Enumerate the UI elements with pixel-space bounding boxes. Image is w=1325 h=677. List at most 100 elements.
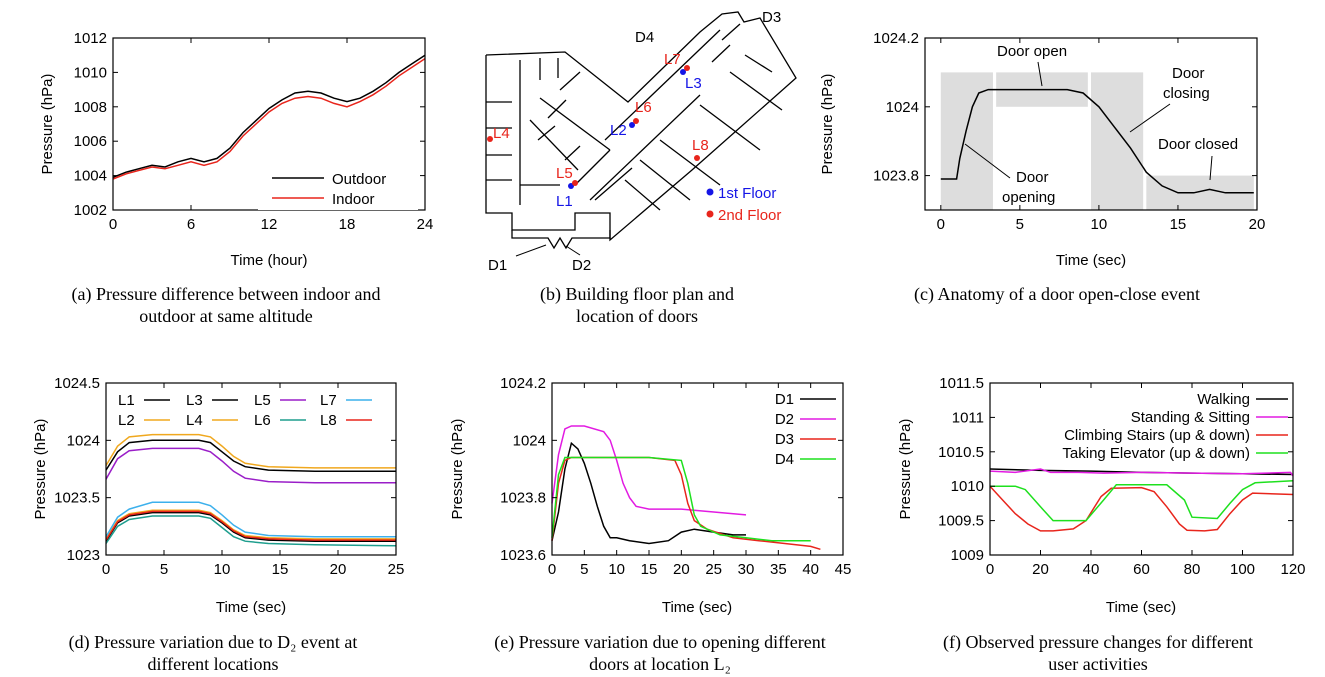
legend-b-dot-1st bbox=[706, 188, 714, 196]
chart-f-plot: 0 20 40 60 80 100 120 1009 1009.5 1010 1010.5 1011 1… bbox=[897, 375, 1306, 616]
legend-b: 1st Floor 2nd Floor bbox=[706, 185, 781, 224]
corridor-wall bbox=[589, 94, 701, 201]
inner-wall bbox=[547, 99, 567, 119]
series-line-l5 bbox=[105, 447, 396, 484]
x-tick-label: 10 bbox=[1091, 216, 1108, 233]
legend-d-label-l1: L1 bbox=[118, 392, 135, 409]
caption-f-line1: (f) Observed pressure changes for differ… bbox=[943, 632, 1253, 653]
series-line-indoor bbox=[112, 57, 426, 180]
x-tick-label: 18 bbox=[339, 216, 356, 233]
inner-wall bbox=[711, 44, 731, 63]
caption-e-line2: doors at location L₂ bbox=[589, 654, 731, 674]
marker-l8 bbox=[694, 155, 700, 161]
panel-e: 0 5 10 15 20 25 30 35 40 45 1023.6 1023.8 1024 1024.2… bbox=[449, 375, 851, 674]
caption-e-line1: (e) Pressure variation due to opening di… bbox=[494, 632, 826, 653]
chart-c-plot: 0 5 10 15 20 1023.8 1024 1024.2 Time (sec) Pressu… bbox=[819, 30, 1265, 269]
location-label-l2: L2 bbox=[610, 122, 627, 139]
series-line-l1 bbox=[105, 439, 396, 473]
door-entry-wall bbox=[511, 230, 611, 250]
y-tick-label: 1002 bbox=[74, 202, 107, 219]
marker-l6 bbox=[633, 118, 639, 124]
x-axis-label: Time (sec) bbox=[216, 599, 286, 616]
y-axis-label: Pressure (hPa) bbox=[39, 74, 56, 175]
x-tick-label: 5 bbox=[580, 561, 588, 578]
y-axis-label: Pressure (hPa) bbox=[32, 419, 49, 520]
x-tick-label: 20 bbox=[1032, 561, 1049, 578]
legend-f-label-0: Walking bbox=[1197, 391, 1250, 408]
arrow-door-closed bbox=[1209, 155, 1213, 181]
caption-f-line2: user activities bbox=[1048, 654, 1147, 674]
y-tick-label: 1023 bbox=[67, 547, 100, 564]
legend-b-dot-2nd bbox=[706, 210, 714, 218]
legend-a-label-indoor: Indoor bbox=[332, 191, 375, 208]
legend-b-label-1st: 1st Floor bbox=[718, 185, 776, 202]
x-tick-label: 5 bbox=[1016, 216, 1024, 233]
door-label-d3: D3 bbox=[762, 9, 781, 26]
chart-d-plot: 0 5 10 15 20 25 1023 1023.5 1024 1024.5 Time (sec)… bbox=[32, 375, 404, 616]
arrow-d1 bbox=[515, 244, 547, 257]
location-label-l3: L3 bbox=[685, 75, 702, 92]
legend-a: Outdoor Indoor bbox=[258, 166, 418, 210]
chart-a-plot: 0 6 12 18 24 1002 1004 1006 1008 1010 1012 Time (ho… bbox=[39, 30, 433, 269]
arrow-door-closing bbox=[1129, 103, 1171, 133]
corridor-wall bbox=[529, 119, 579, 171]
x-tick-label: 30 bbox=[738, 561, 755, 578]
inner-wall bbox=[639, 159, 691, 201]
marker-l2 bbox=[629, 122, 635, 128]
floorplan-walls bbox=[485, 11, 797, 250]
series-line-taking-elevator-up-down- bbox=[990, 479, 1294, 522]
caption-b-line2: location of doors bbox=[576, 306, 698, 326]
marker-l5 bbox=[572, 180, 578, 186]
chart-e-plot: 0 5 10 15 20 25 30 35 40 45 1023.6 1023.8 1024 1024.2… bbox=[449, 375, 851, 616]
y-tick-label: 1024 bbox=[886, 99, 919, 116]
series-line-l6 bbox=[105, 515, 397, 547]
x-tick-label: 24 bbox=[417, 216, 434, 233]
inner-wall bbox=[744, 54, 773, 73]
arrow-door-open bbox=[1037, 61, 1043, 87]
x-tick-label: 10 bbox=[608, 561, 625, 578]
inner-wall bbox=[659, 139, 721, 186]
marker-l4 bbox=[487, 136, 493, 142]
series-line-l7 bbox=[105, 501, 396, 538]
legend-e-label-d1: D1 bbox=[775, 391, 794, 408]
annotations-c: Door open Door closing Door closed Door … bbox=[964, 43, 1238, 206]
y-tick-label: 1024 bbox=[67, 432, 100, 449]
x-tick-label: 100 bbox=[1230, 561, 1255, 578]
legend-f-label-3: Taking Elevator (up & down) bbox=[1062, 445, 1250, 462]
y-axis-label: Pressure (hPa) bbox=[897, 419, 914, 520]
y-tick-label: 1008 bbox=[74, 99, 107, 116]
x-tick-label: 20 bbox=[673, 561, 690, 578]
inner-wall bbox=[699, 104, 761, 151]
outer-wall bbox=[485, 11, 797, 242]
series-line-standing-sitting bbox=[989, 468, 1294, 477]
y-tick-label: 1024.5 bbox=[54, 375, 100, 392]
arrow-d2 bbox=[565, 245, 581, 256]
legend-d: L1 L2 L3 L4 L5 L6 L7 L8 bbox=[118, 392, 372, 429]
y-tick-label: 1010.5 bbox=[938, 444, 984, 461]
y-tick-label: 1024.2 bbox=[873, 30, 919, 47]
series-line-pressure bbox=[940, 88, 1254, 194]
annotation-door-open: Door open bbox=[997, 43, 1067, 60]
x-tick-label: 0 bbox=[937, 216, 945, 233]
corridor-wall bbox=[539, 97, 611, 151]
x-tick-label: 45 bbox=[835, 561, 852, 578]
caption-a-line1: (a) Pressure difference between indoor a… bbox=[71, 284, 380, 305]
annotation-door-opening-1: Door bbox=[1016, 169, 1049, 186]
x-tick-label: 10 bbox=[214, 561, 231, 578]
shaded-region bbox=[940, 72, 993, 211]
shaded-region bbox=[1091, 72, 1144, 211]
corridor-wall bbox=[574, 149, 611, 186]
panel-f: 0 20 40 60 80 100 120 1009 1009.5 1010 1010.5 1011 1… bbox=[897, 375, 1306, 674]
location-label-l1: L1 bbox=[556, 193, 573, 210]
x-tick-label: 12 bbox=[261, 216, 278, 233]
panel-a: 0 6 12 18 24 1002 1004 1006 1008 1010 1012 Time (ho… bbox=[39, 30, 433, 326]
inner-wall bbox=[537, 125, 556, 141]
door-label-d1: D1 bbox=[488, 257, 507, 274]
panel-c: 0 5 10 15 20 1023.8 1024 1024.2 Time (sec) Pressu… bbox=[819, 30, 1265, 305]
series-line-d2 bbox=[551, 425, 747, 516]
annotation-door-closing-1: Door bbox=[1172, 65, 1205, 82]
series-line-outdoor bbox=[112, 54, 426, 178]
location-label-l6: L6 bbox=[635, 99, 652, 116]
annotation-door-closed: Door closed bbox=[1158, 136, 1238, 153]
